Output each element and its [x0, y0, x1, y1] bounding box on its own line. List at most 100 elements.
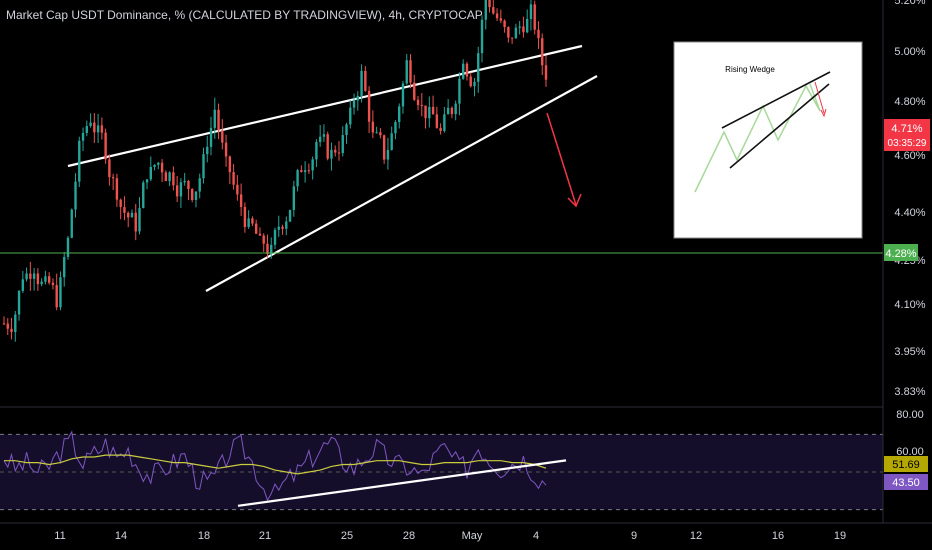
candle-body: [386, 149, 390, 160]
price-tick-label: 5.20%: [894, 0, 925, 7]
candle: [262, 233, 265, 252]
candle-body: [473, 81, 476, 87]
candle-body: [413, 82, 416, 100]
candle: [469, 72, 472, 88]
candle-body: [318, 136, 322, 143]
candle: [507, 26, 510, 43]
candle: [303, 161, 307, 183]
candle: [100, 117, 104, 140]
candle: [251, 216, 254, 227]
candle: [40, 278, 43, 287]
candle: [51, 278, 55, 290]
candle-body: [47, 276, 51, 283]
candle-body: [499, 18, 503, 21]
candle: [416, 96, 420, 111]
candle-body: [224, 142, 228, 157]
candle-body: [70, 209, 73, 238]
candle-body: [175, 185, 179, 197]
candle-body: [254, 223, 258, 234]
candle-body: [492, 7, 495, 14]
price-axis[interactable]: 5.20%5.00%4.80%4.60%4.40%4.25%4.10%3.95%…: [882, 0, 930, 523]
candle-body: [25, 273, 28, 280]
time-axis[interactable]: 11 14 18 21 25 28 May 4 9 12 16 19: [0, 522, 932, 542]
candle: [371, 110, 375, 139]
rsi-ma-tag: [884, 456, 928, 472]
candle: [202, 147, 205, 184]
rsi-value-tag: [884, 474, 928, 490]
rsi-line: [3, 430, 547, 502]
candle-body: [518, 26, 521, 28]
rsi-value-label: 43.50: [892, 477, 920, 489]
chart-title: Market Cap USDT Dominance, % (CALCULATED…: [6, 8, 483, 22]
candle-body: [443, 114, 446, 131]
candle: [96, 113, 100, 144]
candle-body: [115, 178, 119, 200]
candle-body: [44, 276, 47, 282]
candle-body: [74, 181, 77, 210]
time-tick-label: 19: [834, 530, 846, 542]
candle: [307, 163, 311, 174]
candle-body: [356, 95, 360, 101]
candle: [541, 33, 544, 76]
candle: [149, 156, 152, 182]
candle-body: [514, 27, 518, 39]
rsi-tick-label: 80.00: [896, 409, 924, 421]
candle-body: [108, 159, 111, 178]
price-tick-label: 3.83%: [894, 386, 925, 398]
candle: [461, 59, 465, 80]
price-tick-label: 4.80%: [894, 96, 925, 108]
candle: [492, 0, 495, 15]
candle: [435, 106, 439, 129]
candle-body: [190, 189, 194, 200]
candle-body: [420, 104, 423, 106]
candle-body: [236, 184, 239, 195]
candle-body: [78, 140, 81, 182]
wedge-lower-line: [205, 75, 598, 292]
candle-body: [394, 122, 397, 134]
candle: [179, 178, 183, 208]
candle: [443, 106, 446, 133]
candle-body: [382, 135, 386, 160]
candle: [420, 93, 423, 117]
candle-body: [446, 107, 450, 115]
candle: [454, 100, 457, 121]
candle-body: [194, 191, 198, 200]
candle-body: [439, 127, 442, 131]
candle-body: [232, 172, 235, 185]
candle-body: [537, 29, 540, 39]
candle-body: [379, 132, 382, 136]
candle: [458, 72, 461, 116]
candle: [525, 9, 529, 34]
candle: [243, 202, 247, 233]
wedge-upper-line: [67, 44, 583, 168]
rising-wedge-inset: Rising Wedge: [673, 41, 863, 239]
candle-body: [187, 180, 190, 190]
candle: [446, 99, 450, 115]
inset-arrow: [814, 81, 825, 114]
candle: [518, 20, 521, 35]
candle: [21, 271, 25, 293]
candle-body: [217, 109, 220, 131]
candle-body: [334, 149, 337, 153]
candle-body: [507, 27, 510, 38]
time-tick-label: 11: [54, 530, 65, 542]
candle: [228, 155, 232, 185]
candle: [281, 224, 284, 235]
candle-body: [160, 162, 164, 173]
candle: [337, 141, 341, 161]
candle-body: [503, 20, 506, 28]
candle-body: [311, 159, 314, 171]
candle: [364, 66, 367, 92]
candle-body: [428, 106, 431, 119]
candle-body: [458, 78, 461, 104]
candle-body: [130, 212, 134, 218]
candle-body: [138, 207, 141, 232]
candle-body: [300, 170, 303, 173]
candle: [119, 198, 122, 220]
candle-body: [14, 314, 17, 333]
candle-body: [164, 172, 168, 182]
candle: [349, 100, 352, 129]
inset-upper-line: [721, 71, 831, 129]
candle: [14, 310, 17, 342]
